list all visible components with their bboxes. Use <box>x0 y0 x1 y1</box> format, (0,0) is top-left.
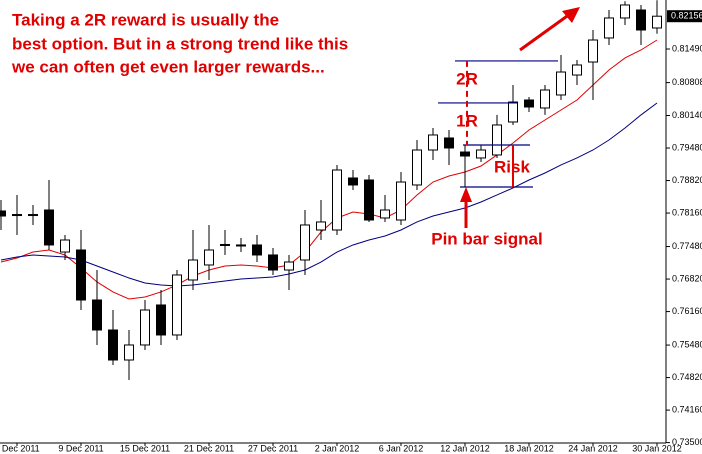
y-tick-label: 0.76160 <box>672 306 702 316</box>
candle-body <box>0 210 6 217</box>
x-tick-label: 6 Jan 2012 <box>379 443 424 453</box>
arrow-shaft <box>519 12 571 52</box>
plot <box>0 0 662 380</box>
candle-body <box>172 274 182 336</box>
y-tick-label: 0.74160 <box>672 404 702 414</box>
candle-body <box>476 149 486 159</box>
x-tick-label: 18 Jan 2012 <box>504 443 554 453</box>
candle-body <box>124 344 134 361</box>
y-tick-label: 0.74820 <box>672 372 702 382</box>
candle-body <box>236 244 246 247</box>
y-tick-label: 0.78160 <box>672 207 702 217</box>
y-tick-label: 0.73500 <box>672 437 702 447</box>
candle-body <box>284 261 294 271</box>
y-tick-label: 0.78820 <box>672 175 702 185</box>
x-tick-label: 24 Jan 2012 <box>568 443 618 453</box>
y-tick-label: 0.77480 <box>672 241 702 251</box>
candle-body <box>220 243 230 246</box>
candle-body <box>572 64 582 76</box>
candle-body <box>652 15 662 29</box>
candle-body <box>604 17 614 39</box>
candle-body <box>620 4 630 19</box>
x-tick-label: 15 Dec 2011 <box>120 443 170 453</box>
candle-body <box>92 299 102 331</box>
candle-body <box>268 254 278 271</box>
candle-body <box>428 134 438 151</box>
candle-body <box>348 177 358 186</box>
candle-body <box>204 249 214 266</box>
current-price-label: 0.82156 <box>671 11 702 21</box>
candle-body <box>460 151 470 157</box>
candle-body <box>412 149 422 186</box>
x-tick-label: 5 Dec 2011 <box>0 443 40 453</box>
candle-body <box>76 249 86 301</box>
candle-body <box>44 209 54 246</box>
y-tick-label: 0.75480 <box>672 339 702 349</box>
candle-body <box>28 214 38 217</box>
annotation-line: we can often get even larger rewards... <box>11 57 325 76</box>
candle-body <box>140 309 150 346</box>
x-tick-label: 9 Dec 2011 <box>58 443 103 453</box>
candle-body <box>108 329 118 361</box>
arrow-head <box>460 187 472 202</box>
x-tick-label: 27 Dec 2011 <box>248 443 298 453</box>
candle-body <box>332 169 342 231</box>
candle-body <box>316 221 326 231</box>
moving-average <box>0 102 658 287</box>
candle-body <box>524 99 534 108</box>
candle-body <box>556 71 566 96</box>
current-price-box <box>667 10 702 23</box>
y-tick-label: 0.79480 <box>672 142 702 152</box>
candle-body <box>188 259 198 281</box>
x-tick-label: 30 Jan 2012 <box>632 443 682 453</box>
candle-body <box>492 124 502 156</box>
y-tick-label: 0.80140 <box>672 110 702 120</box>
x-tick-label: 2 Jan 2012 <box>315 443 360 453</box>
candle-body <box>444 137 454 149</box>
x-tick-label: 21 Dec 2011 <box>184 443 234 453</box>
candle-body <box>396 181 406 221</box>
annotation-line: Taking a 2R reward is usually the <box>12 10 279 29</box>
annotation-text: Taking a 2R reward is usually the best o… <box>11 10 348 76</box>
signal-label: Pin bar signal <box>431 229 542 248</box>
candle-body <box>364 179 374 221</box>
arrow-head <box>562 7 580 23</box>
y-tick-label: 0.76820 <box>672 273 702 283</box>
candle-body <box>300 224 310 261</box>
x-tick-label: 12 Jan 2012 <box>440 443 490 453</box>
candle-body <box>636 9 646 31</box>
level-label: 2R <box>456 69 478 88</box>
candle-body <box>252 244 262 256</box>
candle-body <box>60 239 70 253</box>
y-tick-label: 0.80808 <box>672 77 702 87</box>
annotation-line: best option. But in a strong trend like … <box>12 34 348 53</box>
moving-average <box>0 39 658 300</box>
candle-body <box>508 101 518 123</box>
arrows <box>460 7 580 228</box>
candle-body <box>588 39 598 63</box>
candle-body <box>380 209 390 219</box>
candle-body <box>540 89 550 109</box>
candle-body <box>12 214 22 217</box>
y-tick-label: 0.81490 <box>672 43 702 53</box>
candle-body <box>156 304 166 336</box>
